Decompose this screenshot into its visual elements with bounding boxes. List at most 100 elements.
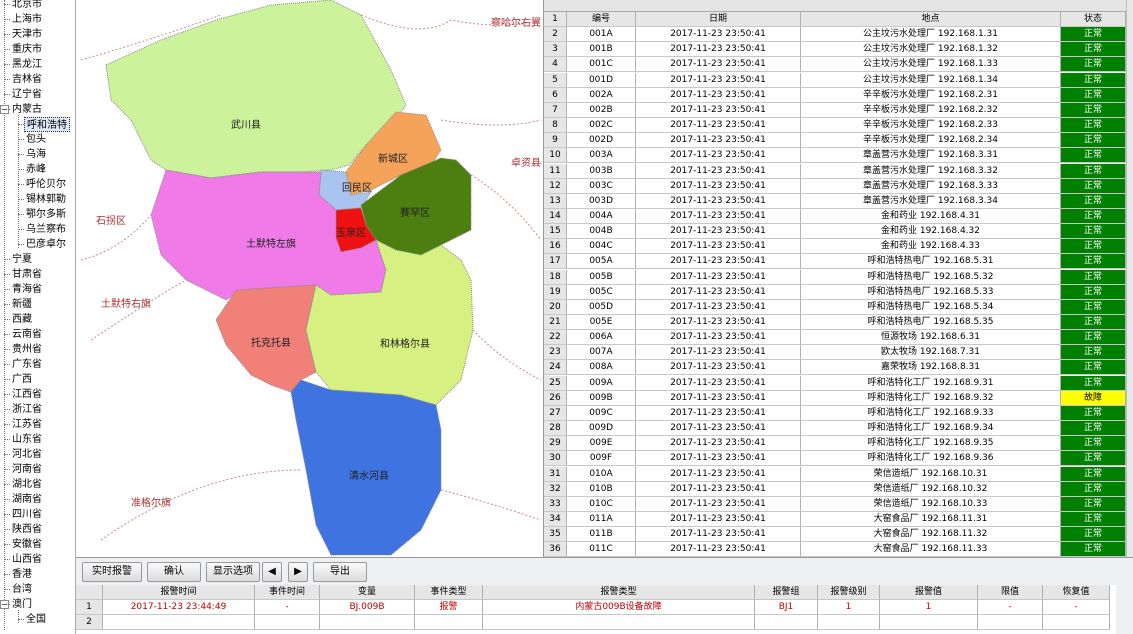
table-cell: 005A	[567, 254, 636, 270]
tree-item[interactable]: 安徽省	[12, 539, 42, 550]
tree-item[interactable]: 包头	[26, 134, 46, 145]
tree-item[interactable]: 重庆市	[12, 44, 42, 55]
toolbar-button[interactable]: 显示选项	[206, 562, 260, 582]
next-button[interactable]: ▶	[288, 562, 308, 582]
tree-item[interactable]: 河北省	[12, 449, 42, 460]
table-cell: 2017-11-23 23:50:41	[636, 208, 801, 224]
tree-item[interactable]: 云南省	[12, 329, 42, 340]
tree-connector	[4, 64, 10, 65]
region-helingeer[interactable]	[305, 239, 474, 406]
toolbar-button[interactable]: 确认	[147, 562, 201, 582]
region-huimin[interactable]	[318, 169, 372, 211]
row-number: 35	[544, 527, 567, 543]
tree-item[interactable]: 江苏省	[12, 419, 42, 430]
tree-item[interactable]: 青海省	[12, 284, 42, 295]
alarm-cell	[818, 615, 880, 630]
tree-item[interactable]: 天津市	[12, 29, 42, 40]
tree-item[interactable]: 新疆	[12, 299, 32, 310]
region-label: 武川县	[231, 118, 261, 131]
tree-item[interactable]: 巴彦卓尔	[26, 239, 66, 250]
region-label: 和林格尔县	[380, 337, 430, 350]
tree-item[interactable]: 鄂尔多斯	[26, 209, 66, 220]
table-cell: 正常	[1061, 133, 1126, 149]
tree-item[interactable]: 甘肃省	[12, 269, 42, 280]
map-regions	[105, 0, 474, 556]
row-number: 22	[544, 330, 567, 346]
table-cell: 呼和浩特化工厂 192.168.9.34	[801, 421, 1061, 437]
row-number: 18	[544, 269, 567, 285]
tree-item[interactable]: 四川省	[12, 509, 42, 520]
region-tumote-zuo[interactable]	[150, 169, 387, 301]
tree-guide	[4, 0, 5, 630]
table-cell: 2017-11-23 23:50:41	[636, 254, 801, 270]
tree-item[interactable]: 澳门	[12, 599, 32, 610]
table-cell: 呼和浩特化工厂 192.168.9.31	[801, 375, 1061, 391]
tree-item[interactable]: 呼伦贝尔	[26, 179, 66, 190]
alarm-cell	[103, 615, 255, 630]
tree-item[interactable]: 宁夏	[12, 254, 32, 265]
table-cell: 2017-11-23 23:50:41	[636, 345, 801, 361]
table-cell: 公主坟污水处理厂 192.168.1.33	[801, 57, 1061, 73]
tree-item[interactable]: 湖南省	[12, 494, 42, 505]
tree-item[interactable]: 辽宁省	[12, 89, 42, 100]
tree-item[interactable]: 广东省	[12, 359, 42, 370]
alarm-cell: 2017-11-23 23:44:49	[103, 600, 255, 615]
tree-item[interactable]: 台湾	[12, 584, 32, 595]
table-cell: 呼和浩特热电厂 192.168.5.32	[801, 269, 1061, 285]
tree-item[interactable]: 江西省	[12, 389, 42, 400]
tree-connector	[18, 124, 24, 125]
tree-connector	[4, 454, 10, 455]
row-number: 2	[544, 27, 567, 43]
tree-connector	[18, 244, 24, 245]
tree-item[interactable]: 西藏	[12, 314, 32, 325]
tree-item[interactable]: 吉林省	[12, 74, 42, 85]
table-cell: 章盖营污水处理厂 192.168.3.34	[801, 193, 1061, 209]
table-cell: 003A	[567, 148, 636, 164]
toolbar-button[interactable]: 实时报警	[82, 562, 142, 582]
region-saihan[interactable]	[360, 157, 472, 256]
row-number: 3	[544, 42, 567, 58]
toolbar-button[interactable]: 导出	[313, 562, 367, 582]
tree-item[interactable]: 香港	[12, 569, 32, 580]
tree-item[interactable]: 北京市	[12, 0, 42, 10]
tree-connector	[4, 544, 10, 545]
table-cell: 002C	[567, 118, 636, 134]
column-header: 报警级别	[818, 585, 880, 600]
prev-button[interactable]: ◀	[262, 562, 282, 582]
region-qingshuihe[interactable]	[290, 379, 442, 556]
region-label: 新城区	[378, 152, 408, 165]
table-cell: 章盖营污水处理厂 192.168.3.31	[801, 148, 1061, 164]
table-cell: 2017-11-23 23:50:41	[636, 102, 801, 118]
scrollbar	[1126, 0, 1133, 557]
tree-item[interactable]: 呼和浩特	[24, 117, 70, 132]
table-cell: 2017-11-23 23:50:41	[636, 178, 801, 194]
row-number: 12	[544, 178, 567, 194]
tree-item[interactable]: 乌海	[26, 149, 46, 160]
tree-item[interactable]: 黑龙江	[12, 59, 42, 70]
tree-item[interactable]: 上海市	[12, 14, 42, 25]
table-cell: 荣信造纸厂 192.168.10.32	[801, 481, 1061, 497]
tree-item[interactable]: 全国	[26, 614, 46, 625]
tree-item[interactable]: 锡林郭勒	[26, 194, 66, 205]
alarm-cell: 1	[818, 600, 880, 615]
tree-item[interactable]: 湖北省	[12, 479, 42, 490]
row-number: 1	[544, 12, 567, 27]
table-cell: 正常	[1061, 239, 1126, 255]
tree-item[interactable]: 乌兰察布	[26, 224, 66, 235]
tree-item[interactable]: 内蒙古	[12, 104, 42, 115]
region-wuchuan[interactable]	[105, 0, 407, 179]
tree-item[interactable]: 河南省	[12, 464, 42, 475]
tree-item[interactable]: 广西	[12, 374, 32, 385]
table-cell: 006A	[567, 330, 636, 346]
tree-item[interactable]: 山西省	[12, 554, 42, 565]
column-header: 变量	[320, 585, 415, 600]
tree-item[interactable]: 浙江省	[12, 404, 42, 415]
alarm-cell	[255, 615, 320, 630]
row-number: 7	[544, 102, 567, 118]
tree-item[interactable]: 赤峰	[26, 164, 46, 175]
tree-item[interactable]: 山东省	[12, 434, 42, 445]
tree-item[interactable]: 贵州省	[12, 344, 42, 355]
table-cell: 恒源牧场 192.168.6.31	[801, 330, 1061, 346]
table-cell: 002B	[567, 102, 636, 118]
tree-item[interactable]: 陕西省	[12, 524, 42, 535]
